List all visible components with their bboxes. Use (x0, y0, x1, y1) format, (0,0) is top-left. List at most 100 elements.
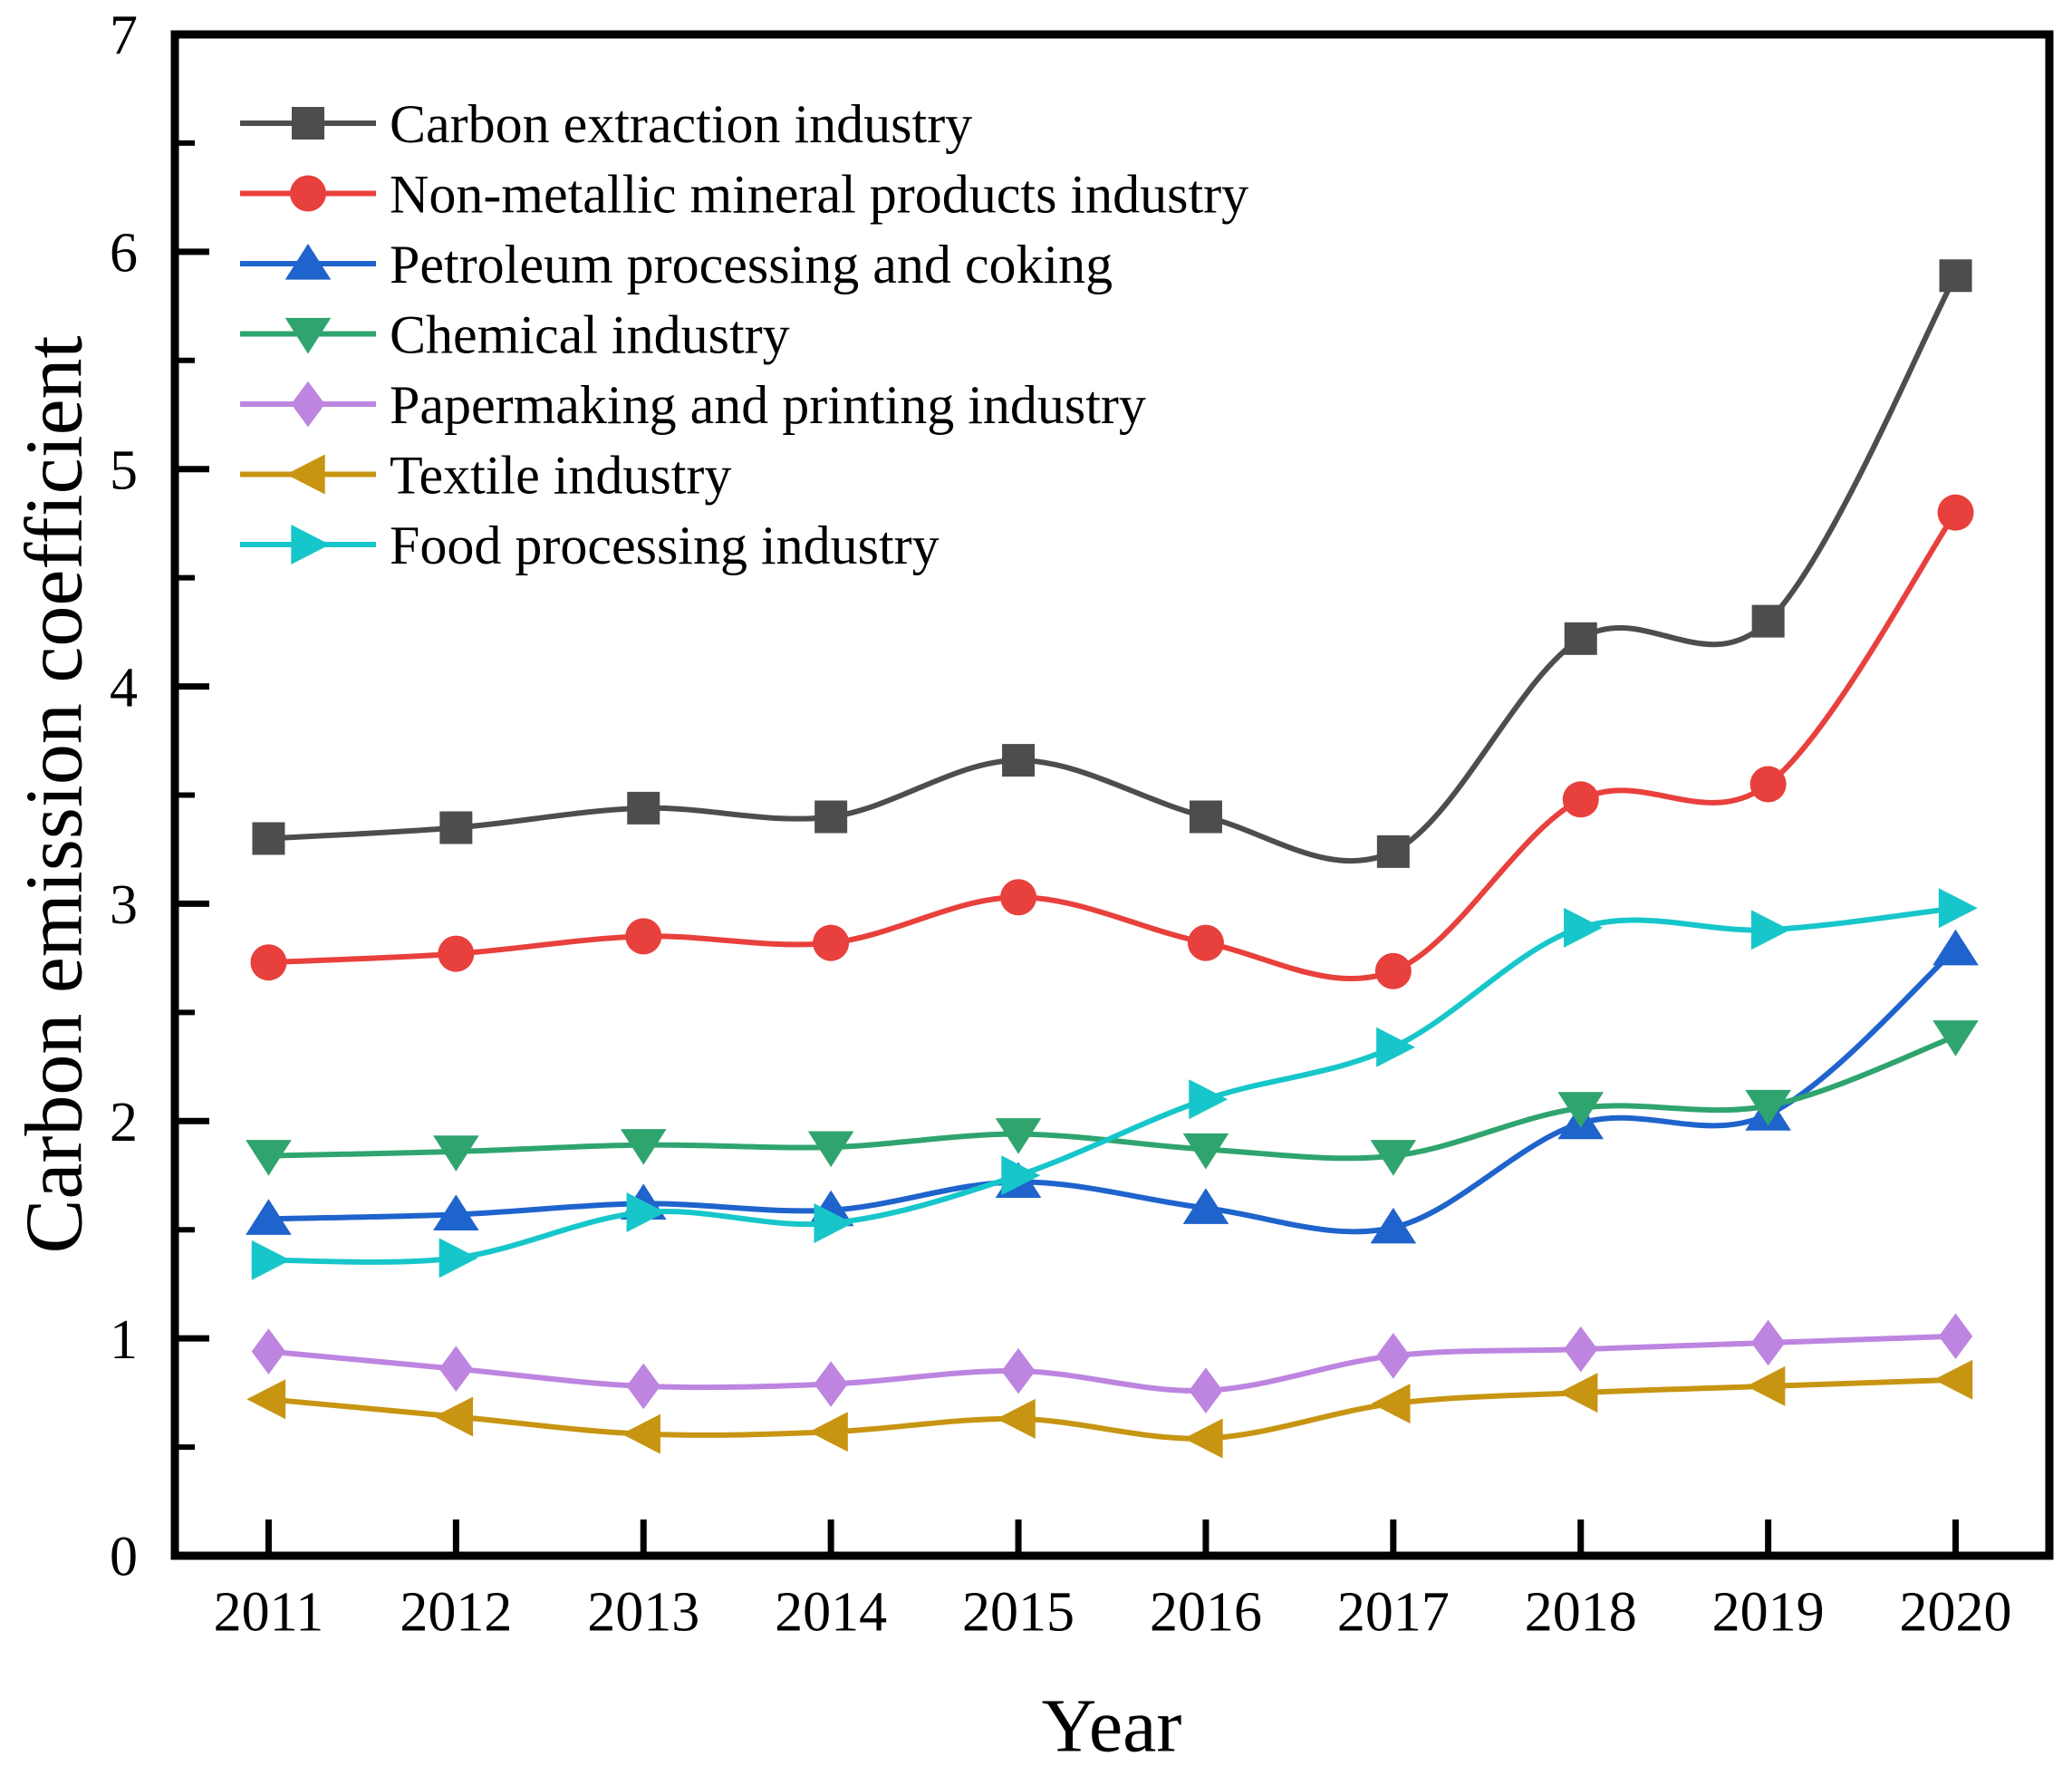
marker-non-metallic-mineral-products-industry (250, 944, 287, 981)
legend-item-non-metallic-mineral-products-industry: Non-metallic mineral products industry (240, 165, 1248, 225)
marker-non-metallic-mineral-products-industry (1374, 952, 1412, 989)
marker-food-processing-industry (1001, 1155, 1041, 1196)
marker-food-processing-industry (251, 1240, 291, 1280)
marker-carbon-extraction-industry (439, 811, 473, 844)
marker-petroleum-processing-and-coking (1932, 929, 1979, 966)
marker-non-metallic-mineral-products-industry (1000, 879, 1037, 916)
legend-item-textile-industry: Textile industry (240, 446, 731, 506)
marker-textile-industry (1933, 1359, 1973, 1400)
marker-legend-chemical-industry (284, 317, 332, 354)
marker-chemical-industry (1557, 1092, 1605, 1128)
legend-label-petroleum-processing-and-coking: Petroleum processing and coking (390, 235, 1113, 294)
marker-carbon-extraction-industry (1376, 834, 1410, 868)
marker-petroleum-processing-and-coking (246, 1199, 292, 1235)
legend-label-food-processing-industry: Food processing industry (390, 516, 940, 575)
marker-textile-industry (246, 1379, 286, 1420)
marker-papermaking-and-printing-industry (1376, 1333, 1411, 1379)
plot-area: 0 1 2 3 4 5 6 7 2011 2012 2013 2014 2015 2016 2017 2018… (110, 5, 2054, 1644)
marker-legend-petroleum-processing-and-coking (284, 244, 332, 280)
series-line-papermaking-and-printing-industry (268, 1333, 1956, 1394)
x-tick-label: 2014 (775, 1582, 887, 1644)
marker-legend-non-metallic-mineral-products-industry (290, 175, 326, 212)
marker-food-processing-industry (1376, 1027, 1416, 1067)
series-textile-industry (246, 1359, 1973, 1459)
marker-food-processing-industry (814, 1203, 853, 1244)
marker-textile-industry (1371, 1384, 1411, 1424)
marker-food-processing-industry (1938, 888, 1978, 929)
x-tick-label: 2011 (214, 1582, 324, 1644)
marker-chemical-industry (1370, 1140, 1417, 1176)
y-tick-label: 5 (110, 439, 138, 501)
marker-chemical-industry (1932, 1020, 1979, 1056)
marker-carbon-extraction-industry (627, 791, 660, 825)
legend-label-chemical-industry: Chemical industry (390, 305, 790, 365)
legend-label-non-metallic-mineral-products-industry: Non-metallic mineral products industry (390, 165, 1248, 225)
marker-chemical-industry (1745, 1089, 1791, 1126)
marker-papermaking-and-printing-industry (814, 1361, 848, 1407)
series-line-petroleum-processing-and-coking (268, 947, 1958, 1235)
series-food-processing-industry (251, 888, 1978, 1280)
marker-papermaking-and-printing-industry (1564, 1326, 1598, 1373)
marker-textile-industry (1558, 1373, 1598, 1413)
y-tick-label: 7 (110, 5, 138, 67)
marker-chemical-industry (620, 1129, 667, 1165)
marker-legend-textile-industry (285, 454, 325, 495)
legend-label-carbon-extraction-industry: Carbon extraction industry (390, 94, 972, 154)
marker-legend-food-processing-industry (291, 525, 331, 564)
x-axis-title: Year (1042, 1683, 1182, 1768)
marker-textile-industry (1746, 1365, 1786, 1406)
marker-textile-industry (622, 1413, 660, 1454)
series-carbon-extraction-industry (252, 259, 1972, 868)
series-papermaking-and-printing-industry (251, 1313, 1973, 1414)
y-tick-label: 0 (110, 1527, 138, 1588)
x-tick-label: 2016 (1150, 1582, 1262, 1644)
marker-papermaking-and-printing-industry (251, 1328, 286, 1375)
legend-label-textile-industry: Textile industry (390, 446, 731, 506)
marker-chemical-industry (807, 1131, 854, 1168)
marker-carbon-extraction-industry (1002, 744, 1036, 777)
marker-food-processing-industry (1564, 907, 1603, 948)
y-tick-label: 1 (110, 1309, 138, 1371)
series-line-non-metallic-mineral-products-industry (268, 510, 1959, 981)
marker-papermaking-and-printing-industry (626, 1363, 660, 1410)
marker-chemical-industry (433, 1135, 479, 1172)
marker-papermaking-and-printing-industry (1938, 1313, 1973, 1360)
marker-carbon-extraction-industry (1564, 622, 1597, 655)
marker-non-metallic-mineral-products-industry (1749, 766, 1787, 803)
marker-papermaking-and-printing-industry (1189, 1367, 1223, 1414)
x-tick-label: 2020 (1900, 1582, 2012, 1644)
marker-non-metallic-mineral-products-industry (438, 935, 475, 972)
x-tick-label: 2018 (1525, 1582, 1637, 1644)
marker-food-processing-industry (1750, 910, 1790, 950)
series-chemical-industry (246, 1020, 1979, 1176)
series-line-textile-industry (268, 1376, 1956, 1442)
marker-papermaking-and-printing-industry (1750, 1319, 1786, 1366)
marker-non-metallic-mineral-products-industry (1937, 494, 1974, 531)
marker-food-processing-industry (626, 1192, 666, 1233)
marker-textile-industry (996, 1398, 1036, 1439)
marker-petroleum-processing-and-coking (1370, 1207, 1417, 1244)
marker-textile-industry (1183, 1418, 1223, 1459)
legend: Carbon extraction industry Non-metallic m… (240, 94, 1248, 575)
marker-non-metallic-mineral-products-industry (625, 918, 662, 955)
marker-petroleum-processing-and-coking (1182, 1188, 1229, 1224)
marker-food-processing-industry (1189, 1079, 1229, 1120)
marker-chemical-industry (995, 1118, 1042, 1154)
marker-chemical-industry (1182, 1133, 1229, 1170)
series-petroleum-processing-and-coking (246, 929, 1979, 1244)
marker-non-metallic-mineral-products-industry (813, 924, 850, 961)
y-tick-label: 2 (110, 1092, 138, 1153)
y-axis-title: Carbon emission coefficient (10, 335, 100, 1253)
marker-legend-carbon-extraction-industry (292, 107, 324, 140)
y-tick-label: 4 (110, 657, 138, 719)
marker-legend-papermaking-and-printing-industry (291, 381, 325, 428)
marker-chemical-industry (246, 1140, 292, 1176)
marker-carbon-extraction-industry (1939, 259, 1972, 293)
legend-item-petroleum-processing-and-coking: Petroleum processing and coking (240, 235, 1113, 294)
series-non-metallic-mineral-products-industry (250, 494, 1974, 989)
x-tick-label: 2012 (400, 1582, 512, 1644)
marker-non-metallic-mineral-products-industry (1187, 924, 1224, 961)
marker-carbon-extraction-industry (252, 822, 285, 855)
